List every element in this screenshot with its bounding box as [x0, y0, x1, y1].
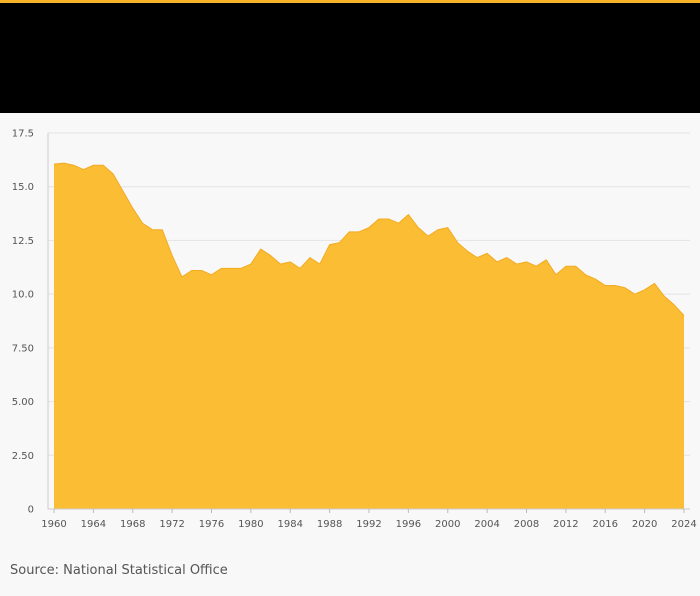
top-accent-bar	[0, 0, 700, 3]
y-tick-label: 0	[28, 505, 34, 516]
x-tick-label: 2008	[514, 519, 539, 530]
x-tick-label: 1980	[238, 519, 263, 530]
area-line	[53, 162, 685, 316]
y-tick-label: 17.5	[12, 129, 34, 140]
x-tick-label: 1996	[396, 519, 421, 530]
chart-container: 0 2.50 5.00 7.50 10.0 12.5 15.0 17.5 1960 1964 19…	[0, 113, 700, 543]
y-tick-label: 5.00	[12, 397, 34, 408]
area-series	[53, 162, 685, 509]
y-tick-label: 2.50	[12, 451, 34, 462]
x-tick-label: 1960	[41, 519, 66, 530]
y-tick-label: 15.0	[12, 182, 34, 193]
y-tick-label: 10.0	[12, 290, 34, 301]
x-tick-label: 2012	[553, 519, 578, 530]
header-band	[0, 3, 700, 113]
y-tick-labels: 0 2.50 5.00 7.50 10.0 12.5 15.0 17.5	[12, 129, 34, 516]
x-tick-label: 1964	[81, 519, 106, 530]
source-note: Source: National Statistical Office	[10, 563, 228, 578]
area-fill	[54, 163, 684, 509]
y-tick-label: 12.5	[12, 236, 34, 247]
x-tick-label: 2020	[632, 519, 657, 530]
x-tick-label: 1972	[159, 519, 184, 530]
x-tick-label: 1992	[356, 519, 381, 530]
x-tick-label: 1988	[317, 519, 342, 530]
axes	[47, 133, 690, 513]
x-tick-label: 1976	[199, 519, 224, 530]
x-tick-label: 1968	[120, 519, 145, 530]
x-tick-label: 1984	[278, 519, 303, 530]
x-tick-label: 2004	[474, 519, 499, 530]
y-tick-label: 7.50	[12, 343, 34, 354]
x-tick-labels: 1960 1964 1968 1972 1976 1980 1984 1988 1992 1996…	[41, 519, 696, 530]
x-tick-label: 2000	[435, 519, 460, 530]
x-tick-label: 2016	[593, 519, 618, 530]
x-tick-label: 2024	[671, 519, 696, 530]
